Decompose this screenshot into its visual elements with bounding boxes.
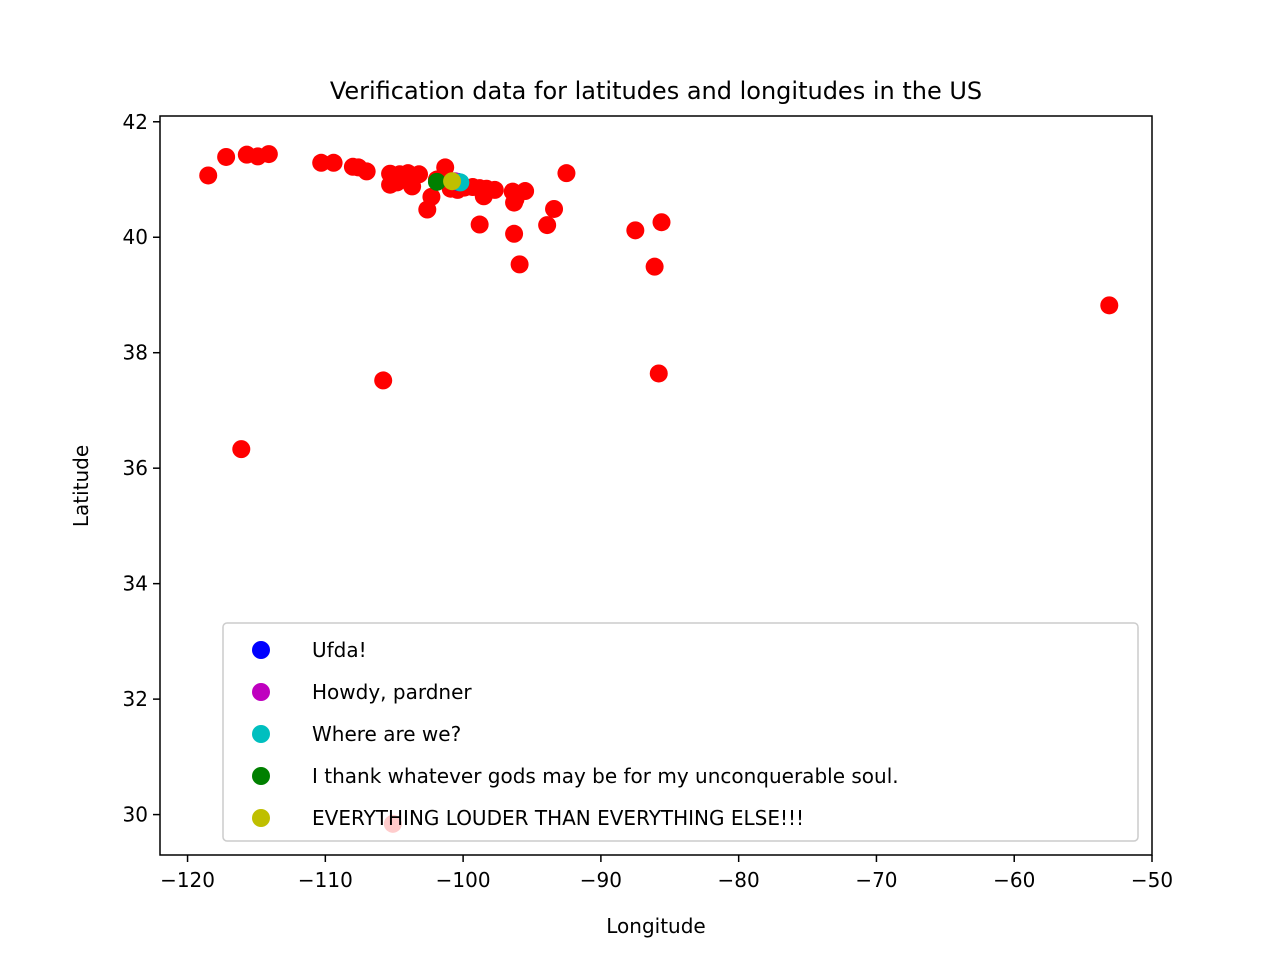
y-tick-label: 30 [123,803,148,827]
data-point [232,440,251,459]
legend-marker [252,683,270,701]
data-point [545,199,564,218]
data-point [485,180,504,199]
x-tick-label: −110 [298,868,353,892]
y-tick-label: 42 [123,110,148,134]
legend-marker [252,767,270,785]
x-tick-label: −90 [580,868,622,892]
chart-title: Verification data for latitudes and long… [330,77,982,105]
data-point [443,172,462,191]
data-point [645,257,664,276]
data-points [199,145,1119,833]
x-tick-label: −60 [993,868,1035,892]
y-axis-label: Latitude [69,445,93,527]
legend-box [222,622,1139,842]
legend: Ufda! Howdy, pardner Where are we? I thank … [222,622,1139,842]
x-tick-label: −70 [855,868,897,892]
y-tick-label: 34 [123,572,148,596]
data-point [374,371,393,390]
data-point [259,145,278,164]
data-point [557,164,576,183]
x-tick-label: −100 [436,868,491,892]
legend-marker [252,809,270,827]
legend-label: I thank whatever gods may be for my unco… [312,764,899,788]
x-tick-label: −80 [718,868,760,892]
legend-marker [252,725,270,743]
data-point [652,213,671,232]
x-axis: −120 −110 −100 −90 −80 −70 −60 −50 [160,855,1173,892]
data-point [436,158,455,177]
data-point [649,364,668,383]
data-point [1100,296,1119,315]
data-point [626,221,645,240]
y-tick-label: 36 [123,456,148,480]
y-tick-label: 38 [123,341,148,365]
data-point [199,166,218,185]
data-point [538,216,557,235]
data-point [312,153,331,172]
y-axis: 30 32 34 36 38 40 42 [123,110,160,827]
y-tick-label: 32 [123,687,148,711]
y-tick-label: 40 [123,225,148,249]
data-point [357,162,376,181]
data-point [510,255,529,274]
x-tick-label: −50 [1131,868,1173,892]
legend-label: Ufda! [312,638,367,662]
plot-area [159,115,1153,856]
x-tick-label: −120 [160,868,215,892]
data-point [505,193,524,212]
legend-label: Howdy, pardner [312,680,472,704]
legend-label: EVERYTHING LOUDER THAN EVERYTHING ELSE!!… [312,806,804,830]
data-point [324,153,343,172]
x-axis-label: Longitude [606,914,705,938]
legend-label: Where are we? [312,722,461,746]
data-point [505,224,524,243]
data-point [470,215,489,234]
data-point [516,182,535,201]
data-point [422,187,441,206]
legend-marker [252,641,270,659]
data-point [387,173,406,192]
data-point [427,172,446,191]
data-point [217,147,236,166]
data-point [403,177,422,196]
